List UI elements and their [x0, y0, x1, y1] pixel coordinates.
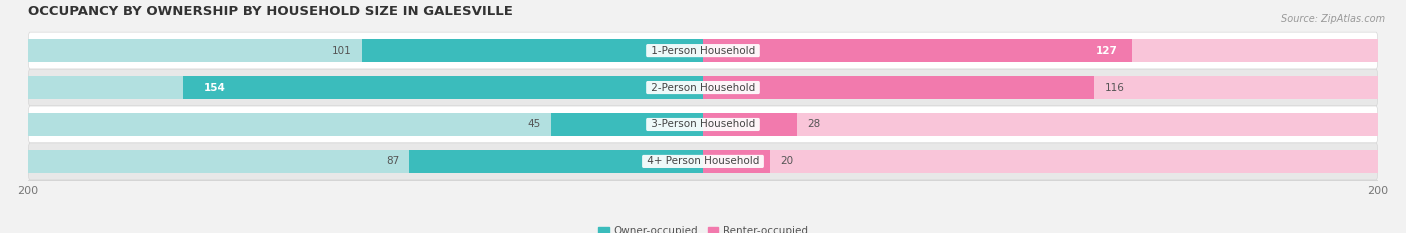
Text: Source: ZipAtlas.com: Source: ZipAtlas.com — [1281, 14, 1385, 24]
FancyBboxPatch shape — [28, 32, 1378, 69]
Text: OCCUPANCY BY OWNERSHIP BY HOUSEHOLD SIZE IN GALESVILLE: OCCUPANCY BY OWNERSHIP BY HOUSEHOLD SIZE… — [28, 5, 513, 18]
Text: 154: 154 — [204, 82, 225, 93]
Bar — [183, 76, 703, 99]
Text: 116: 116 — [1105, 82, 1125, 93]
Bar — [703, 113, 797, 136]
FancyBboxPatch shape — [28, 106, 1378, 143]
Bar — [409, 150, 703, 173]
Bar — [28, 76, 703, 99]
Text: 20: 20 — [780, 156, 794, 166]
Text: 2-Person Household: 2-Person Household — [648, 82, 758, 93]
FancyBboxPatch shape — [28, 69, 1378, 106]
Bar — [28, 150, 703, 173]
Bar — [28, 39, 703, 62]
Bar — [363, 39, 703, 62]
Bar — [703, 150, 770, 173]
Bar — [551, 113, 703, 136]
Bar — [703, 76, 1378, 99]
Text: 3-Person Household: 3-Person Household — [648, 120, 758, 130]
Bar — [28, 113, 703, 136]
Text: 28: 28 — [807, 120, 821, 130]
Text: 87: 87 — [387, 156, 399, 166]
Text: 4+ Person Household: 4+ Person Household — [644, 156, 762, 166]
Bar — [703, 76, 1094, 99]
Text: 1-Person Household: 1-Person Household — [648, 46, 758, 56]
Bar — [703, 150, 1378, 173]
Legend: Owner-occupied, Renter-occupied: Owner-occupied, Renter-occupied — [595, 222, 811, 233]
Text: 45: 45 — [527, 120, 541, 130]
Bar — [703, 113, 1378, 136]
Text: 127: 127 — [1097, 46, 1118, 56]
FancyBboxPatch shape — [28, 143, 1378, 180]
Text: 101: 101 — [332, 46, 352, 56]
Bar — [703, 39, 1132, 62]
Bar — [703, 39, 1378, 62]
